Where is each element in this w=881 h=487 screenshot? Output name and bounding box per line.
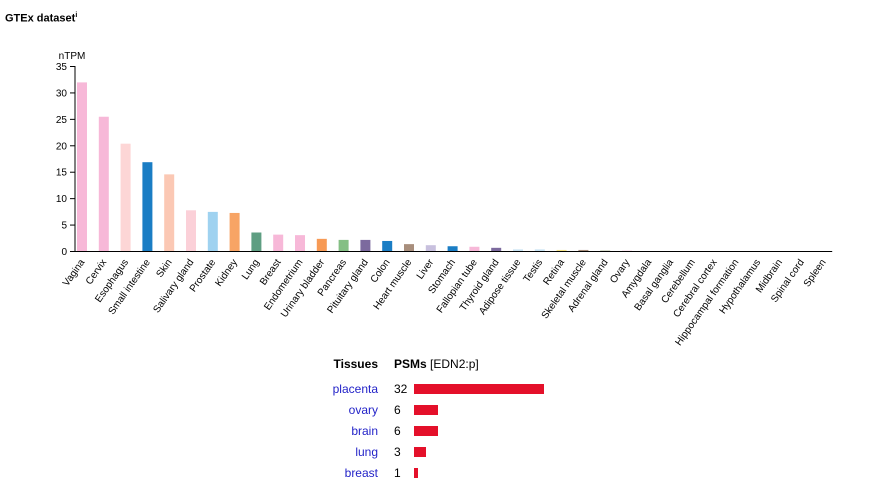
bar-thyroid-gland[interactable] — [491, 247, 502, 251]
psm-count: 32 — [394, 381, 408, 396]
psm-bar — [414, 405, 439, 416]
bar-liver[interactable] — [425, 245, 436, 251]
psm-table: Tissues PSMs [EDN2:p] placenta 32 ovary 6 br… — [300, 356, 544, 483]
psm-count: 3 — [394, 444, 401, 459]
psm-tissue-cell: breast — [300, 462, 394, 483]
y-tick-label: 0 — [61, 247, 67, 258]
psm-bar-cell — [414, 462, 544, 483]
bar-adipose-tissue[interactable] — [513, 249, 523, 251]
bar-adrenal-gland[interactable] — [600, 250, 611, 251]
y-axis: 0 5 10 15 20 25 30 35 — [56, 62, 833, 258]
bar-pituitary-gland[interactable] — [360, 239, 371, 251]
psm-row: brain 6 — [300, 420, 544, 441]
psm-count: 1 — [394, 465, 401, 480]
y-tick-label: 5 — [61, 221, 67, 232]
x-tick-label: Spleen — [802, 257, 829, 289]
psms-header-gene: [EDN2:p] — [430, 357, 479, 371]
bar-esophagus[interactable] — [120, 143, 131, 251]
bar-lung[interactable] — [251, 232, 262, 252]
bar-retina[interactable] — [556, 249, 567, 251]
y-axis-label: nTPM — [59, 51, 86, 62]
x-tick-label: Skin — [154, 257, 174, 279]
psm-bar-cell — [414, 420, 544, 441]
bar-small-intestine[interactable] — [142, 162, 153, 251]
psm-row: placenta 32 — [300, 378, 544, 399]
bar-stomach[interactable] — [447, 246, 458, 251]
bar-heart-muscle[interactable] — [404, 244, 414, 251]
bar-breast[interactable] — [273, 234, 284, 251]
tissue-link-brain[interactable]: brain — [351, 423, 378, 438]
psm-bar-cell — [414, 441, 544, 462]
chart-title: GTEx dataseti — [5, 12, 77, 25]
psm-count: 6 — [394, 402, 401, 417]
psms-header: PSMs [EDN2:p] — [394, 356, 544, 378]
tissue-link-ovary[interactable]: ovary — [348, 402, 378, 417]
x-tick-label: Liver — [415, 257, 437, 282]
psm-bar — [414, 447, 427, 458]
psm-tissue-cell: brain — [300, 420, 394, 441]
tissues-header: Tissues — [333, 357, 378, 371]
bar-cervix[interactable] — [98, 116, 109, 251]
psm-tissue-cell: placenta — [300, 378, 394, 399]
info-icon[interactable]: i — [75, 12, 78, 19]
bars — [77, 82, 632, 251]
tissue-link-breast[interactable]: breast — [344, 465, 378, 480]
x-tick-label: Lung — [240, 257, 262, 282]
y-tick-label: 35 — [56, 62, 68, 73]
psm-row: ovary 6 — [300, 399, 544, 420]
tissue-link-placenta[interactable]: placenta — [332, 381, 378, 396]
x-tick-label: Kidney — [214, 257, 241, 288]
psm-count: 6 — [394, 423, 401, 438]
psm-bar — [414, 468, 419, 479]
bar-testis[interactable] — [534, 249, 545, 251]
tissue-link-lung[interactable]: lung — [355, 444, 378, 459]
y-tick-label: 30 — [56, 88, 68, 99]
bar-pancreas[interactable] — [338, 239, 349, 251]
bar-colon[interactable] — [382, 240, 393, 251]
y-tick-label: 15 — [56, 168, 68, 179]
chart-title-text: GTEx dataset — [5, 12, 76, 25]
y-tick-label: 10 — [56, 194, 68, 205]
psm-bar-cell — [414, 378, 544, 399]
psm-bar — [414, 426, 439, 437]
bar-salivary-gland[interactable] — [186, 210, 196, 251]
bar-endometrium[interactable] — [295, 235, 305, 251]
bar-fallopian-tube[interactable] — [469, 246, 480, 251]
psm-bar-cell — [414, 399, 544, 420]
bar-prostate[interactable] — [207, 211, 218, 251]
psm-bar — [414, 384, 544, 395]
psms-header-label: PSMs — [394, 357, 427, 371]
psm-rows: placenta 32 ovary 6 brain 6 lung 3 breast 1 — [300, 378, 544, 483]
bar-skin[interactable] — [164, 174, 175, 251]
psm-row: breast 1 — [300, 462, 544, 483]
psm-tissue-cell: lung — [300, 441, 394, 462]
nTPM-bar-chart: nTPM 0 5 10 15 20 25 30 35 VaginaCervixEsophagu… — [56, 51, 833, 348]
bar-skeletal-muscle[interactable] — [578, 249, 589, 251]
bar-kidney[interactable] — [229, 212, 240, 251]
psm-tissue-cell: ovary — [300, 399, 394, 420]
bar-vagina[interactable] — [77, 82, 87, 251]
psm-row: lung 3 — [300, 441, 544, 462]
x-tick-label: Vagina — [61, 257, 88, 289]
bar-urinary-bladder[interactable] — [316, 238, 327, 251]
y-tick-label: 25 — [56, 115, 68, 126]
y-tick-label: 20 — [56, 141, 68, 152]
